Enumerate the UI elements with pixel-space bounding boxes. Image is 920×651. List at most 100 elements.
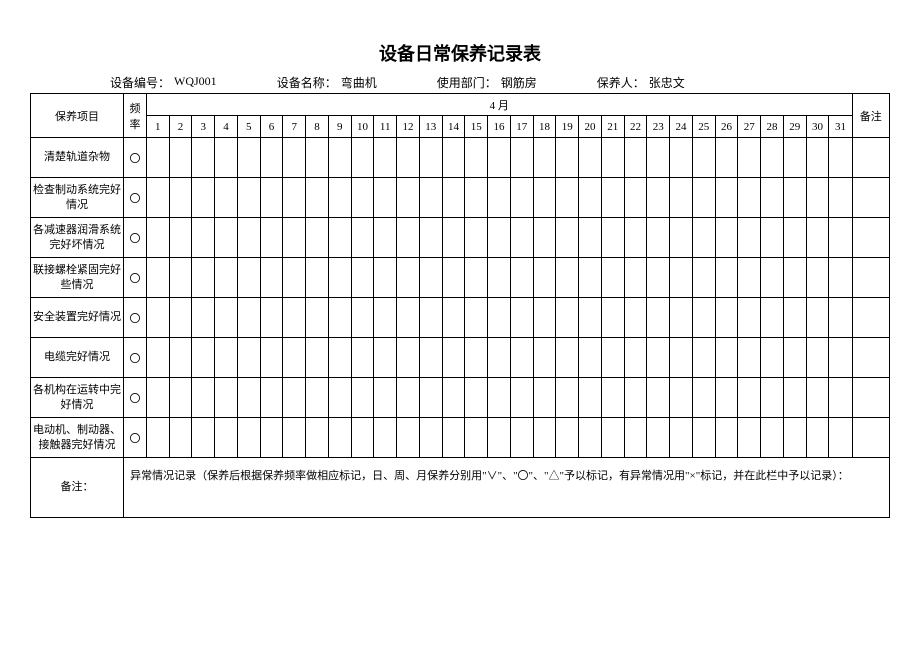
day-cell — [397, 258, 420, 298]
day-cell — [146, 178, 169, 218]
day-cell — [351, 258, 374, 298]
day-cell — [169, 298, 192, 338]
day-cell — [783, 218, 806, 258]
day-cell — [533, 378, 556, 418]
day-cell — [192, 258, 215, 298]
day-cell — [624, 338, 647, 378]
day-cell — [533, 338, 556, 378]
maintainer-value: 张忠文 — [649, 74, 685, 91]
header-day: 24 — [670, 116, 693, 138]
day-cell — [556, 298, 579, 338]
day-cell — [533, 178, 556, 218]
item-name: 联接螺栓紧固完好些情况 — [31, 258, 124, 298]
header-day: 26 — [715, 116, 738, 138]
day-cell — [670, 218, 693, 258]
day-cell — [601, 298, 624, 338]
header-day: 15 — [465, 116, 488, 138]
day-cell — [715, 178, 738, 218]
header-day: 19 — [556, 116, 579, 138]
day-cell — [442, 298, 465, 338]
day-cell — [692, 258, 715, 298]
day-cell — [692, 138, 715, 178]
day-cell — [351, 338, 374, 378]
day-cell — [783, 138, 806, 178]
header-item: 保养项目 — [31, 94, 124, 138]
day-cell — [647, 338, 670, 378]
day-cell — [260, 218, 283, 258]
day-cell — [328, 418, 351, 458]
day-cell — [374, 138, 397, 178]
header-day: 22 — [624, 116, 647, 138]
day-cell — [374, 298, 397, 338]
day-cell — [624, 218, 647, 258]
day-cell — [715, 258, 738, 298]
day-cell — [761, 178, 784, 218]
header-day: 2 — [169, 116, 192, 138]
day-cell — [533, 258, 556, 298]
day-cell — [260, 178, 283, 218]
day-cell — [397, 178, 420, 218]
day-cell — [715, 218, 738, 258]
header-day: 4 — [215, 116, 238, 138]
day-cell — [351, 218, 374, 258]
day-cell — [579, 418, 602, 458]
day-cell — [442, 218, 465, 258]
day-cell — [237, 418, 260, 458]
table-row: 各机构在运转中完好情况〇 — [31, 378, 890, 418]
day-cell — [465, 138, 488, 178]
header-day: 11 — [374, 116, 397, 138]
day-cell — [783, 418, 806, 458]
day-cell — [829, 338, 852, 378]
day-cell — [237, 138, 260, 178]
day-cell — [260, 378, 283, 418]
day-cell — [806, 298, 829, 338]
frequency-mark: 〇 — [124, 418, 147, 458]
day-cell — [192, 138, 215, 178]
day-cell — [829, 178, 852, 218]
day-cell — [283, 418, 306, 458]
header-day: 7 — [283, 116, 306, 138]
day-cell — [601, 418, 624, 458]
day-cell — [215, 338, 238, 378]
department-value: 钢筋房 — [501, 74, 537, 91]
maintenance-table: 保养项目 频率 4 月 备注 1234567891011121314151617… — [30, 93, 890, 518]
day-cell — [237, 338, 260, 378]
day-cell — [670, 378, 693, 418]
header-day: 28 — [761, 116, 784, 138]
table-row: 电动机、制动器、接触器完好情况〇 — [31, 418, 890, 458]
day-cell — [533, 218, 556, 258]
meta-row: 设备编号： WQJ001 设备名称： 弯曲机 使用部门： 钢筋房 保养人： 张忠… — [30, 74, 890, 91]
day-cell — [738, 338, 761, 378]
header-frequency: 频率 — [124, 94, 147, 138]
day-cell — [510, 378, 533, 418]
day-cell — [510, 138, 533, 178]
day-cell — [306, 258, 329, 298]
day-cell — [624, 258, 647, 298]
day-cell — [806, 418, 829, 458]
day-cell — [624, 378, 647, 418]
day-cell — [761, 298, 784, 338]
day-cell — [556, 138, 579, 178]
day-cell — [146, 338, 169, 378]
day-cell — [761, 138, 784, 178]
day-cell — [647, 418, 670, 458]
header-day: 25 — [692, 116, 715, 138]
day-cell — [670, 178, 693, 218]
day-cell — [169, 138, 192, 178]
remark-cell — [852, 378, 889, 418]
day-cell — [351, 298, 374, 338]
day-cell — [829, 378, 852, 418]
header-day: 20 — [579, 116, 602, 138]
day-cell — [738, 138, 761, 178]
day-cell — [556, 258, 579, 298]
day-cell — [806, 338, 829, 378]
day-cell — [647, 178, 670, 218]
day-cell — [533, 298, 556, 338]
day-cell — [374, 218, 397, 258]
day-cell — [351, 418, 374, 458]
day-cell — [488, 378, 511, 418]
day-cell — [192, 418, 215, 458]
day-cell — [328, 218, 351, 258]
header-day: 3 — [192, 116, 215, 138]
day-cell — [237, 178, 260, 218]
